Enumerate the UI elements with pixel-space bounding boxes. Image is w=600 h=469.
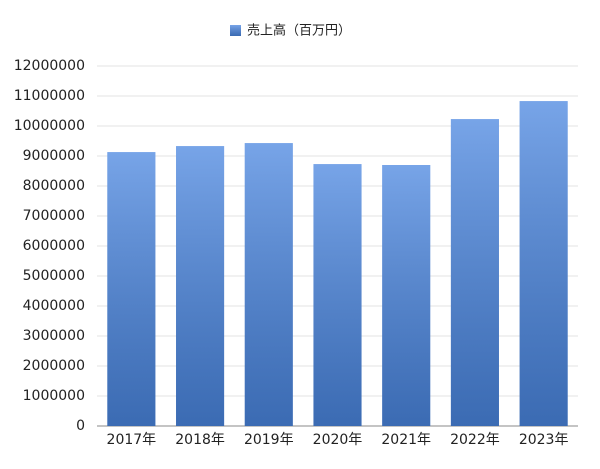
y-tick-label: 6000000 (23, 238, 85, 254)
x-tick-label: 2023年 (519, 432, 569, 448)
bar-shade (382, 165, 431, 426)
x-tick-label: 2018年 (175, 432, 225, 448)
bar-shade (450, 119, 499, 426)
y-tick-label: 4000000 (23, 298, 85, 314)
bar-shade (107, 152, 156, 426)
x-tick-label: 2021年 (381, 432, 431, 448)
y-tick-label: 3000000 (23, 328, 85, 344)
y-tick-label: 9000000 (23, 148, 85, 164)
y-tick-label: 10000000 (14, 118, 85, 134)
y-tick-label: 2000000 (23, 358, 85, 374)
y-tick-label: 11000000 (14, 88, 85, 104)
y-tick-label: 12000000 (14, 58, 85, 74)
bar-shade (244, 143, 293, 426)
y-tick-label: 0 (76, 418, 85, 434)
y-tick-label: 8000000 (23, 178, 85, 194)
y-tick-label: 1000000 (23, 388, 85, 404)
bar-shade (176, 146, 225, 426)
legend-label: 売上高（百万円） (247, 23, 351, 39)
y-tick-label: 7000000 (23, 208, 85, 224)
legend-swatch-shade (230, 25, 241, 36)
x-tick-label: 2019年 (244, 432, 294, 448)
bar-shade (313, 164, 362, 426)
x-tick-label: 2017年 (107, 432, 157, 448)
bar-shade (519, 101, 568, 426)
x-tick-label: 2022年 (450, 432, 500, 448)
y-tick-label: 5000000 (23, 268, 85, 284)
x-tick-label: 2020年 (313, 432, 363, 448)
